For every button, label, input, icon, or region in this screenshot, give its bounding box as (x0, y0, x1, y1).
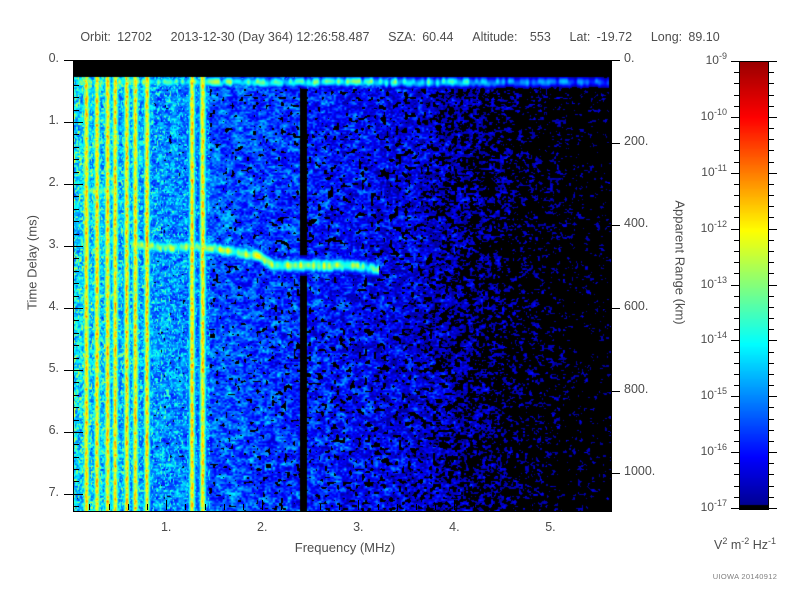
x-axis-title: Frequency (MHz) (294, 540, 396, 555)
colorbar-major-tick-left (731, 340, 739, 341)
y-major-tick-out (64, 246, 73, 247)
colorbar-major-tick-right (768, 229, 777, 230)
colorbar-major-tick-right (768, 396, 777, 397)
y2-tick-label: 1000. (624, 464, 656, 479)
y2-tick-label: 800. (624, 381, 649, 396)
x-tick-label: 1. (160, 520, 172, 534)
colorbar-major-tick-right (768, 285, 777, 286)
x-tick-label: 4. (449, 520, 460, 534)
colorbar-tick-label: 10-17 (700, 498, 727, 514)
sza-value: 60.44 (422, 30, 454, 44)
y-tick-label: 7. (48, 484, 59, 499)
colorbar-tick-label: 10-9 (705, 51, 727, 67)
latitude-value: -19.72 (596, 30, 633, 44)
y-major-tick-out (64, 432, 73, 433)
colorbar-major-tick-right (768, 452, 777, 453)
y-axis-title: Time Delay (ms) (24, 215, 40, 310)
colorbar-major-tick-right (768, 61, 777, 62)
colorbar-major-tick-left (731, 173, 739, 174)
y-major-tick-out (64, 184, 73, 185)
colorbar-major-tick-left (731, 508, 739, 509)
y-tick-label: 2. (48, 174, 59, 189)
y2-major-tick-out (611, 143, 620, 144)
secondary-y-axis-title: Apparent Range (km) (672, 200, 688, 325)
y2-major-tick-out (611, 473, 620, 474)
header-info: Orbit: 12702 2013-12-30 (Day 364) 12:26:… (0, 30, 800, 44)
y2-major-tick-out (611, 308, 620, 309)
y-major-tick-out (64, 370, 73, 371)
orbit-value: 12702 (117, 30, 152, 44)
x-tick-label: 2. (257, 520, 268, 534)
longitude-value: 89.10 (688, 30, 720, 44)
y2-major-tick-out (611, 391, 620, 392)
colorbar-major-tick-left (731, 117, 739, 118)
y2-major-tick-out (611, 225, 620, 226)
colorbar-tick-label: 10-11 (701, 162, 727, 179)
datetime-value: 2013-12-30 (Day 364) 12:26:58.487 (170, 30, 370, 44)
y-tick-label: 1. (48, 112, 59, 127)
colorbar-tick-label: 10-16 (700, 442, 727, 459)
colorbar (739, 61, 769, 510)
colorbar-major-tick-right (768, 117, 777, 118)
y-tick-label: 0. (48, 51, 59, 65)
colorbar-unit-label: V2 m-2 Hz-1 (713, 536, 777, 553)
y-major-tick-out (64, 60, 73, 61)
colorbar-major-tick-right (768, 340, 777, 341)
y-major-tick-out (64, 308, 73, 309)
radargram-plot-area[interactable] (73, 60, 612, 512)
y2-tick-label: 200. (624, 133, 649, 148)
y2-tick-label: 0. (624, 51, 635, 65)
colorbar-major-tick-right (768, 508, 777, 509)
y-tick-label: 5. (48, 360, 59, 375)
colorbar-major-tick-left (731, 285, 739, 286)
altitude-value: 553 (529, 30, 551, 44)
colorbar-gradient (740, 62, 768, 509)
colorbar-tick-label: 10-15 (700, 386, 727, 403)
colorbar-major-tick-left (731, 396, 739, 397)
longitude-label: Long: (650, 30, 683, 44)
colorbar-tick-label: 10-10 (700, 106, 727, 123)
sza-label: SZA: (388, 30, 416, 44)
altitude-label: Altitude: (472, 30, 518, 44)
colorbar-major-tick-left (731, 452, 739, 453)
x-tick-label: 5. (545, 520, 556, 534)
colorbar-major-tick-left (731, 61, 739, 62)
y-major-tick-out (64, 494, 73, 495)
y2-major-tick-out (611, 60, 620, 61)
radargram-heatmap (74, 61, 611, 511)
latitude-label: Lat: (569, 30, 591, 44)
colorbar-major-tick-left (731, 229, 739, 230)
orbit-label: Orbit: (80, 30, 111, 44)
credit-label: UIOWA 20140912 (712, 572, 778, 581)
x-tick-label: 3. (353, 520, 364, 534)
y-major-tick-out (64, 122, 73, 123)
colorbar-major-tick-right (768, 173, 777, 174)
y-tick-label: 6. (48, 422, 59, 437)
